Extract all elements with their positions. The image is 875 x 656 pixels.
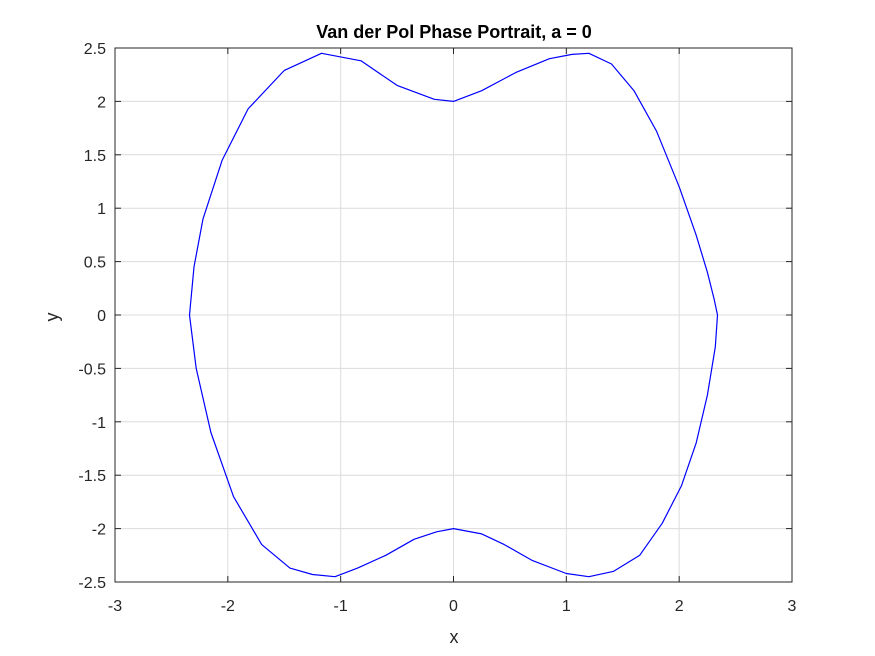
curve-layer [188,52,719,578]
y-tick-label: 1 [97,201,106,218]
x-axis-label: x [450,627,459,647]
y-axis-label: y [42,313,62,322]
chart-title: Van der Pol Phase Portrait, a = 0 [316,22,592,42]
y-tick-label: -2 [92,522,106,539]
x-tick-label: 3 [788,598,797,615]
y-tick-label: 1.5 [84,148,106,165]
x-tick-label: -2 [221,598,235,615]
y-tick-label: -1 [92,415,106,432]
grid-layer [114,47,793,583]
tick-layer: -3 -2 -1 0 1 2 3 -2.5 -2 -1.5 -1 -0.5 0 0.5 1 1.5 2 2.5 [78,41,796,615]
y-tick-label: -2.5 [78,575,106,592]
y-tick-label: -0.5 [78,361,106,378]
x-tick-label: 2 [675,598,684,615]
x-tick-label: -1 [334,598,348,615]
y-tick-label: 0.5 [84,255,106,272]
x-tick-label: 1 [562,598,571,615]
y-tick-label: 2.5 [84,41,106,58]
y-tick-label: 2 [97,94,106,111]
y-tick-label: 0 [97,308,106,325]
x-tick-label: 0 [449,598,458,615]
x-tick-label: -3 [108,598,122,615]
phase-trajectory-line [188,52,719,578]
y-tick-label: -1.5 [78,468,106,485]
